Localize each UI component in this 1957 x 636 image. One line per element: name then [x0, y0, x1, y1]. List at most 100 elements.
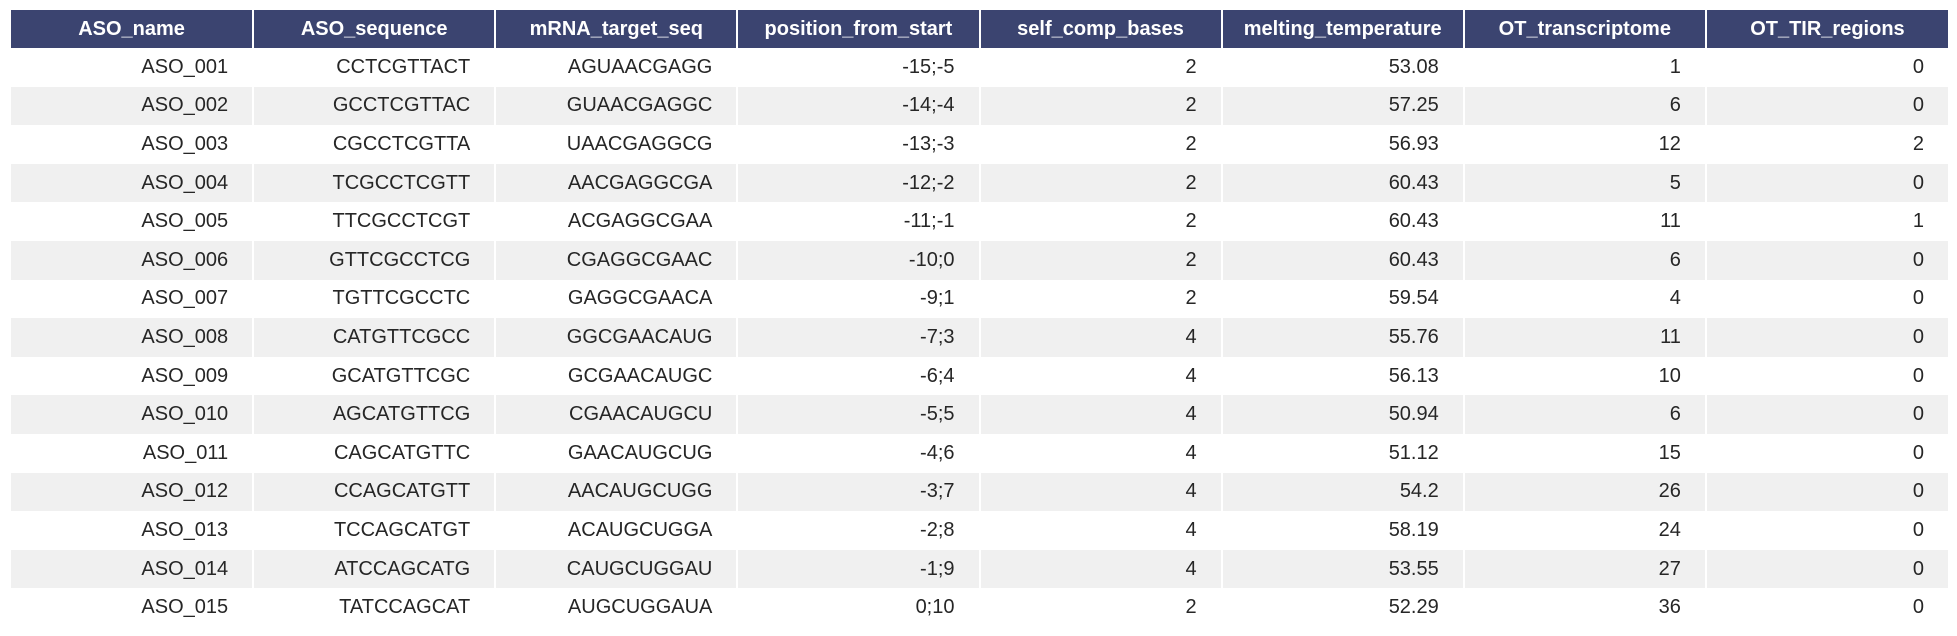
ot-transcriptome-cell: 11: [1463, 202, 1707, 241]
position-from-start-cell: -15;-5: [737, 48, 981, 87]
self-comp-bases-cell: 2: [979, 202, 1223, 241]
position-from-start-cell: -3;7: [737, 472, 981, 512]
ot-transcriptome-cell: 5: [1463, 163, 1707, 203]
aso-name-cell: ASO_003: [11, 125, 255, 164]
column-header-ot-transcriptome: OT_transcriptome: [1463, 10, 1707, 48]
mrna-target-seq-cell: GCGAACAUGC: [495, 356, 739, 396]
mrna-target-seq-cell: GAACAUGCUG: [495, 433, 739, 473]
position-from-start-cell: -9;1: [737, 279, 981, 319]
ot-transcriptome-cell: 36: [1463, 588, 1707, 627]
position-from-start-cell: -11;-1: [737, 202, 981, 241]
mrna-target-seq-cell: GUAACGAGGC: [495, 86, 739, 126]
mrna-target-seq-cell: CAUGCUGGAU: [495, 549, 739, 589]
melting-temperature-cell: 59.54: [1221, 279, 1465, 319]
melting-temperature-cell: 56.13: [1221, 356, 1465, 396]
melting-temperature-cell: 51.12: [1221, 433, 1465, 473]
ot-tir-regions-cell: 0: [1705, 48, 1948, 87]
position-from-start-cell: -2;8: [737, 511, 981, 550]
aso-name-cell: ASO_014: [11, 549, 255, 589]
mrna-target-seq-cell: AACAUGCUGG: [495, 472, 739, 512]
melting-temperature-cell: 60.43: [1221, 163, 1465, 203]
mrna-target-seq-cell: AACGAGGCGA: [495, 163, 739, 203]
table-row: ASO_003 CGCCTCGTTA UAACGAGGCG -13;-3 2 56.93 1…: [11, 125, 1948, 164]
self-comp-bases-cell: 4: [979, 472, 1223, 512]
ot-transcriptome-cell: 24: [1463, 511, 1707, 550]
aso-name-cell: ASO_002: [11, 86, 255, 126]
aso-name-cell: ASO_005: [11, 202, 255, 241]
table-row: ASO_002 GCCTCGTTAC GUAACGAGGC -14;-4 2 57.25 6…: [11, 86, 1948, 126]
ot-tir-regions-cell: 0: [1705, 279, 1948, 319]
position-from-start-cell: -10;0: [737, 240, 981, 280]
melting-temperature-cell: 56.93: [1221, 125, 1465, 164]
melting-temperature-cell: 60.43: [1221, 202, 1465, 241]
ot-tir-regions-cell: 0: [1705, 433, 1948, 473]
position-from-start-cell: -7;3: [737, 318, 981, 357]
mrna-target-seq-cell: GAGGCGAACA: [495, 279, 739, 319]
aso-name-cell: ASO_011: [11, 433, 255, 473]
position-from-start-cell: -14;-4: [737, 86, 981, 126]
aso-name-cell: ASO_012: [11, 472, 255, 512]
position-from-start-cell: -4;6: [737, 433, 981, 473]
ot-tir-regions-cell: 0: [1705, 588, 1948, 627]
self-comp-bases-cell: 2: [979, 279, 1223, 319]
position-from-start-cell: -1;9: [737, 549, 981, 589]
self-comp-bases-cell: 2: [979, 86, 1223, 126]
aso-name-cell: ASO_008: [11, 318, 255, 357]
table-row: ASO_015 TATCCAGCAT AUGCUGGAUA 0;10 2 52.29 36 0: [11, 588, 1948, 627]
ot-transcriptome-cell: 15: [1463, 433, 1707, 473]
aso-sequence-cell: GTTCGCCTCG: [253, 240, 497, 280]
aso-sequence-cell: TTCGCCTCGT: [253, 202, 497, 241]
aso-sequence-cell: AGCATGTTCG: [253, 395, 497, 434]
table-row: ASO_007 TGTTCGCCTC GAGGCGAACA -9;1 2 59.54 4 0: [11, 279, 1948, 319]
aso-sequence-cell: CCAGCATGTT: [253, 472, 497, 512]
melting-temperature-cell: 58.19: [1221, 511, 1465, 550]
melting-temperature-cell: 52.29: [1221, 588, 1465, 627]
column-header-ot-tir-regions: OT_TIR_regions: [1705, 10, 1948, 48]
melting-temperature-cell: 54.2: [1221, 472, 1465, 512]
position-from-start-cell: -6;4: [737, 356, 981, 396]
column-header-melting-temperature: melting_temperature: [1221, 10, 1465, 48]
ot-tir-regions-cell: 0: [1705, 163, 1948, 203]
mrna-target-seq-cell: ACAUGCUGGA: [495, 511, 739, 550]
aso-name-cell: ASO_010: [11, 395, 255, 434]
table-row: ASO_008 CATGTTCGCC GGCGAACAUG -7;3 4 55.76 11 0: [11, 318, 1948, 357]
self-comp-bases-cell: 2: [979, 240, 1223, 280]
mrna-target-seq-cell: ACGAGGCGAA: [495, 202, 739, 241]
aso-name-cell: ASO_001: [11, 48, 255, 87]
ot-tir-regions-cell: 0: [1705, 240, 1948, 280]
aso-sequence-cell: GCCTCGTTAC: [253, 86, 497, 126]
mrna-target-seq-cell: CGAACAUGCU: [495, 395, 739, 434]
aso-sequence-cell: CAGCATGTTC: [253, 433, 497, 473]
column-header-self-comp-bases: self_comp_bases: [979, 10, 1223, 48]
position-from-start-cell: -5;5: [737, 395, 981, 434]
melting-temperature-cell: 57.25: [1221, 86, 1465, 126]
aso-sequence-cell: ATCCAGCATG: [253, 549, 497, 589]
aso-sequence-cell: CATGTTCGCC: [253, 318, 497, 357]
ot-tir-regions-cell: 0: [1705, 511, 1948, 550]
ot-transcriptome-cell: 6: [1463, 240, 1707, 280]
self-comp-bases-cell: 4: [979, 356, 1223, 396]
aso-name-cell: ASO_015: [11, 588, 255, 627]
aso-sequence-cell: GCATGTTCGC: [253, 356, 497, 396]
table-body: ASO_001 CCTCGTTACT AGUAACGAGG -15;-5 2 53.08 1…: [11, 48, 1948, 627]
table-row: ASO_009 GCATGTTCGC GCGAACAUGC -6;4 4 56.13 10 0: [11, 356, 1948, 396]
ot-transcriptome-cell: 27: [1463, 549, 1707, 589]
ot-transcriptome-cell: 11: [1463, 318, 1707, 357]
ot-transcriptome-cell: 4: [1463, 279, 1707, 319]
table-row: ASO_001 CCTCGTTACT AGUAACGAGG -15;-5 2 53.08 1…: [11, 48, 1948, 87]
aso-name-cell: ASO_013: [11, 511, 255, 550]
melting-temperature-cell: 60.43: [1221, 240, 1465, 280]
mrna-target-seq-cell: AGUAACGAGG: [495, 48, 739, 87]
ot-tir-regions-cell: 0: [1705, 395, 1948, 434]
ot-tir-regions-cell: 2: [1705, 125, 1948, 164]
ot-transcriptome-cell: 6: [1463, 86, 1707, 126]
aso-sequence-cell: TGTTCGCCTC: [253, 279, 497, 319]
self-comp-bases-cell: 4: [979, 549, 1223, 589]
self-comp-bases-cell: 4: [979, 511, 1223, 550]
aso-sequence-cell: CCTCGTTACT: [253, 48, 497, 87]
position-from-start-cell: 0;10: [737, 588, 981, 627]
table-row: ASO_012 CCAGCATGTT AACAUGCUGG -3;7 4 54.2 26 0: [11, 472, 1948, 512]
aso-name-cell: ASO_006: [11, 240, 255, 280]
melting-temperature-cell: 53.55: [1221, 549, 1465, 589]
ot-tir-regions-cell: 1: [1705, 202, 1948, 241]
